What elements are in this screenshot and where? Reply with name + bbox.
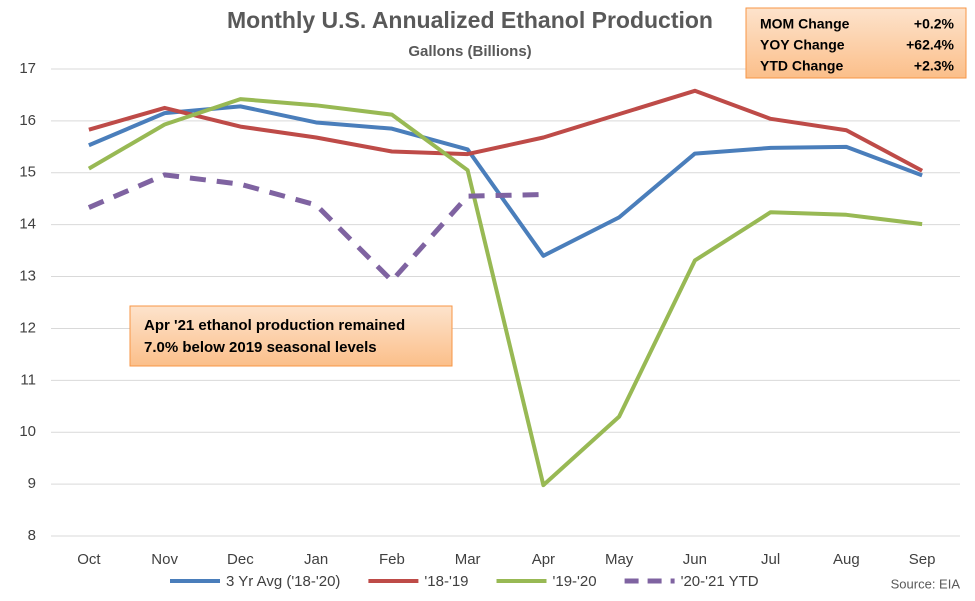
chart-title: Monthly U.S. Annualized Ethanol Producti… — [227, 7, 713, 33]
y-tick-label: 9 — [28, 475, 36, 492]
y-tick-label: 11 — [20, 371, 36, 388]
y-tick-label: 8 — [28, 527, 36, 544]
series-line — [87, 97, 923, 488]
stats: MOM Change +0.2% YOY Change +62.4% YTD Chang… — [760, 16, 955, 74]
y-tick-label: 13 — [19, 268, 36, 285]
x-tick-label: Apr — [532, 551, 555, 568]
plot-area: 8 9 10 11 12 13 14 15 16 17 Oct Nov Dec Jan Feb Mar Apr M… — [19, 60, 960, 568]
legend-label: 3 Yr Avg ('18-'20) — [226, 573, 340, 590]
legend-label: '18-'19 — [424, 573, 468, 590]
series-line — [87, 172, 544, 284]
chart-subtitle: Gallons (Billions) — [408, 43, 531, 60]
y-tick-label: 17 — [19, 60, 36, 77]
stat-value: +2.3% — [914, 58, 955, 74]
stat-label: YTD Change — [760, 58, 843, 74]
y-tick-label: 10 — [19, 423, 36, 440]
y-tick-label: 14 — [19, 216, 36, 233]
source: Source: EIA — [891, 576, 961, 591]
x-tick-label: Jul — [761, 551, 780, 568]
x-tick-label: May — [605, 551, 634, 568]
x-tick-label: Mar — [455, 551, 481, 568]
x-tick-label: Dec — [227, 551, 254, 568]
stat-label: MOM Change — [760, 16, 850, 32]
series-line — [88, 104, 923, 258]
stat-value: +62.4% — [906, 37, 954, 53]
annotation-text: Apr '21 ethanol production remained — [144, 317, 405, 334]
x-tick-label: Jan — [304, 551, 328, 568]
x-tick-label: Oct — [77, 551, 101, 568]
y-tick-label: 12 — [19, 319, 36, 336]
x-tick-label: Jun — [683, 551, 707, 568]
stats-box — [745, 7, 967, 79]
legend-label: '20-'21 YTD — [681, 573, 759, 590]
x-tick-label: Feb — [379, 551, 405, 568]
series-line — [88, 88, 924, 173]
y-tick-label: 15 — [19, 164, 36, 181]
y-tick-label: 16 — [19, 112, 36, 129]
x-tick-label: Sep — [909, 551, 936, 568]
annotation-box — [129, 305, 453, 367]
stat-label: YOY Change — [760, 37, 845, 53]
stat-value: +0.2% — [914, 16, 955, 32]
x-tick-label: Aug — [833, 551, 860, 568]
annotation-text: 7.0% below 2019 seasonal levels — [144, 339, 377, 356]
legend-label: '19-'20 — [553, 573, 597, 590]
x-tick-label: Nov — [151, 551, 178, 568]
legend: 3 Yr Avg ('18-'20) '18-'19 '19-'20 '20-'21 … — [170, 573, 759, 590]
